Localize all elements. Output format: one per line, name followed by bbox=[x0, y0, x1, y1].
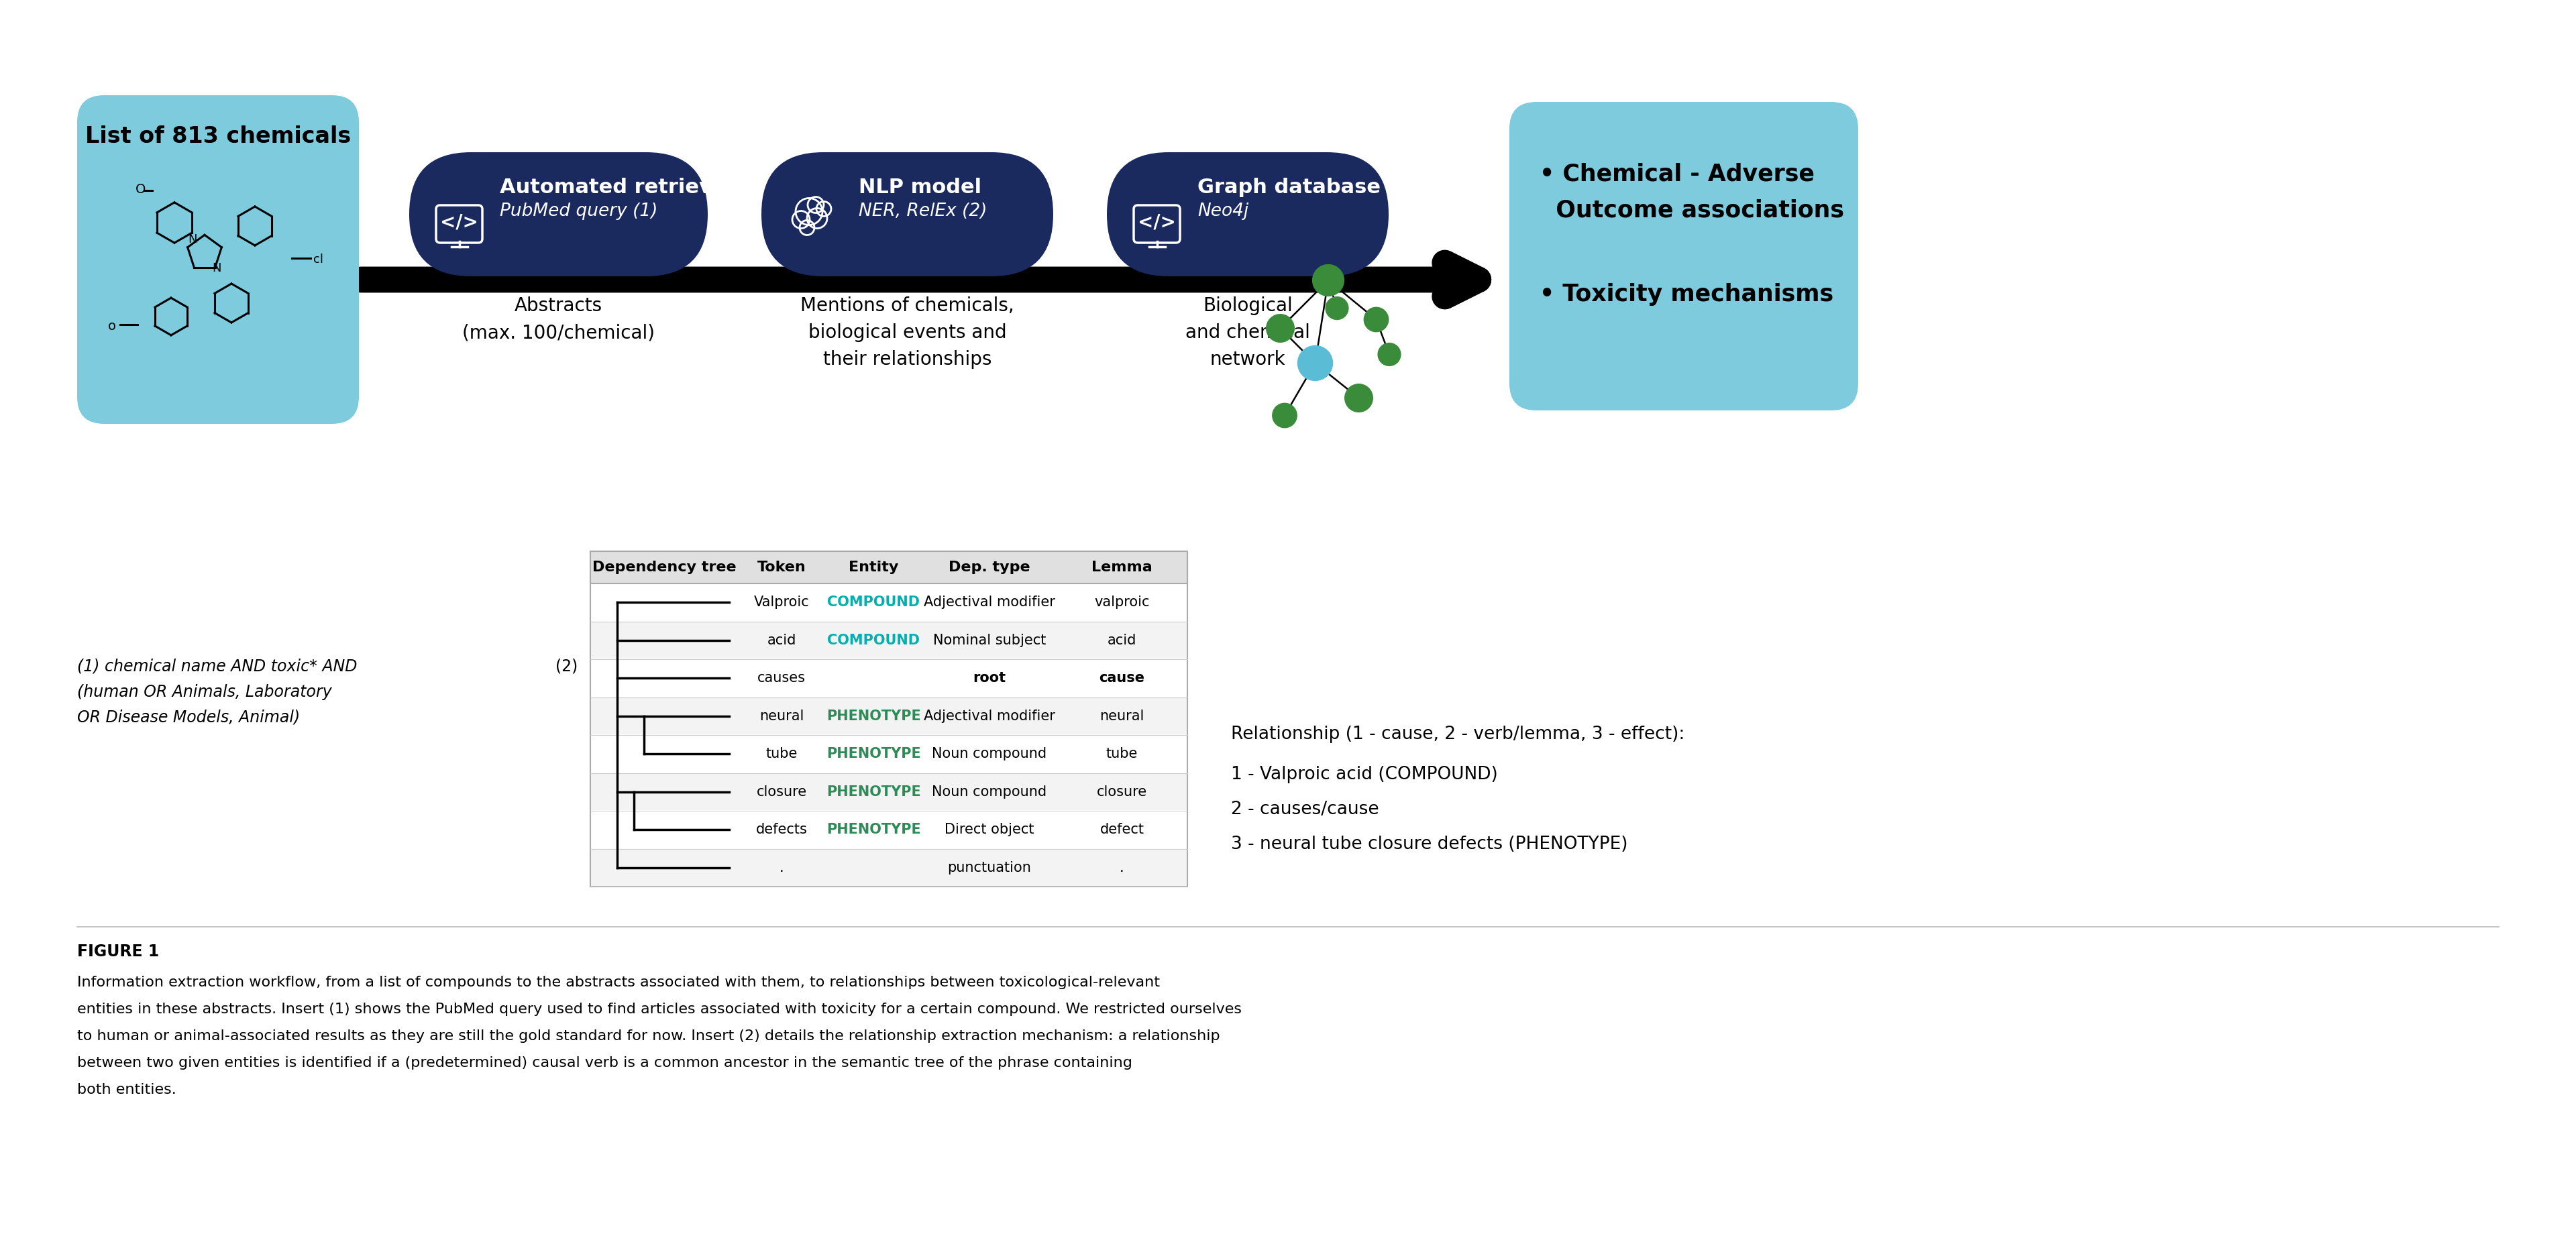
Text: biological events and: biological events and bbox=[809, 323, 1007, 342]
Circle shape bbox=[1267, 314, 1293, 343]
Text: defects: defects bbox=[755, 823, 806, 836]
Text: punctuation: punctuation bbox=[948, 861, 1030, 874]
Text: entities in these abstracts. Insert (1) shows the PubMed query used to find arti: entities in these abstracts. Insert (1) … bbox=[77, 1002, 1242, 1016]
Text: NLP model: NLP model bbox=[858, 178, 981, 196]
FancyBboxPatch shape bbox=[77, 96, 358, 424]
Text: NER, RelEx (2): NER, RelEx (2) bbox=[858, 202, 987, 220]
Text: defect: defect bbox=[1100, 823, 1144, 836]
Text: to human or animal-associated results as they are still the gold standard for no: to human or animal-associated results as… bbox=[77, 1030, 1221, 1043]
Text: PHENOTYPE: PHENOTYPE bbox=[827, 785, 922, 799]
Text: PHENOTYPE: PHENOTYPE bbox=[827, 709, 922, 723]
Text: PubMed query (1): PubMed query (1) bbox=[500, 202, 657, 220]
Text: both entities.: both entities. bbox=[77, 1083, 175, 1097]
Text: 1 - Valproic acid (COMPOUND): 1 - Valproic acid (COMPOUND) bbox=[1231, 766, 1497, 784]
Text: tube: tube bbox=[765, 748, 799, 760]
Text: Adjectival modifier: Adjectival modifier bbox=[925, 709, 1056, 723]
Circle shape bbox=[1378, 343, 1401, 365]
FancyBboxPatch shape bbox=[590, 698, 1188, 734]
Text: COMPOUND: COMPOUND bbox=[827, 633, 920, 647]
Text: and chemical: and chemical bbox=[1185, 323, 1311, 342]
Text: N: N bbox=[211, 262, 222, 274]
Text: their relationships: their relationships bbox=[822, 350, 992, 369]
Text: Mentions of chemicals,: Mentions of chemicals, bbox=[801, 297, 1015, 315]
Text: cl: cl bbox=[314, 253, 325, 266]
Text: valproic: valproic bbox=[1095, 596, 1149, 609]
Text: .: . bbox=[781, 861, 783, 874]
Circle shape bbox=[1314, 265, 1345, 296]
Text: Biological: Biological bbox=[1203, 297, 1293, 315]
Text: Adjectival modifier: Adjectival modifier bbox=[925, 596, 1056, 609]
Text: Dep. type: Dep. type bbox=[948, 560, 1030, 574]
Circle shape bbox=[1298, 345, 1332, 380]
Text: List of 813 chemicals: List of 813 chemicals bbox=[85, 125, 350, 148]
Text: acid: acid bbox=[1108, 633, 1136, 647]
Text: (2): (2) bbox=[556, 658, 577, 674]
Text: Information extraction workflow, from a list of compounds to the abstracts assoc: Information extraction workflow, from a … bbox=[77, 976, 1159, 989]
Text: neural: neural bbox=[760, 709, 804, 723]
Circle shape bbox=[1273, 404, 1296, 427]
Text: Entity: Entity bbox=[850, 560, 899, 574]
FancyBboxPatch shape bbox=[1510, 102, 1857, 410]
FancyBboxPatch shape bbox=[590, 551, 1188, 887]
Text: closure: closure bbox=[757, 785, 806, 799]
Text: .: . bbox=[1121, 861, 1123, 874]
Circle shape bbox=[1365, 307, 1388, 332]
FancyBboxPatch shape bbox=[410, 153, 708, 276]
FancyBboxPatch shape bbox=[590, 850, 1188, 886]
FancyBboxPatch shape bbox=[1108, 153, 1388, 276]
FancyBboxPatch shape bbox=[590, 774, 1188, 810]
Text: FIGURE 1: FIGURE 1 bbox=[77, 944, 160, 960]
Text: root: root bbox=[974, 672, 1007, 684]
Text: Valproic: Valproic bbox=[755, 596, 809, 609]
Text: PHENOTYPE: PHENOTYPE bbox=[827, 748, 922, 760]
Text: O: O bbox=[137, 183, 147, 195]
Text: Direct object: Direct object bbox=[945, 823, 1033, 836]
Text: network: network bbox=[1211, 350, 1285, 369]
Text: o: o bbox=[108, 320, 116, 333]
Text: PHENOTYPE: PHENOTYPE bbox=[827, 823, 922, 836]
Text: 2 - causes/cause: 2 - causes/cause bbox=[1231, 801, 1378, 818]
FancyBboxPatch shape bbox=[762, 153, 1054, 276]
Text: Neo4j: Neo4j bbox=[1198, 202, 1249, 220]
Text: • Chemical - Adverse: • Chemical - Adverse bbox=[1540, 163, 1814, 185]
Text: 3 - neural tube closure defects (PHENOTYPE): 3 - neural tube closure defects (PHENOTY… bbox=[1231, 836, 1628, 853]
Text: OR Disease Models, Animal): OR Disease Models, Animal) bbox=[77, 709, 299, 725]
Text: Noun compound: Noun compound bbox=[933, 748, 1046, 760]
Text: (max. 100/chemical): (max. 100/chemical) bbox=[461, 323, 654, 342]
Text: neural: neural bbox=[1100, 709, 1144, 723]
Text: Automated retrieval: Automated retrieval bbox=[500, 178, 734, 196]
Text: Lemma: Lemma bbox=[1092, 560, 1151, 574]
Text: • Toxicity mechanisms: • Toxicity mechanisms bbox=[1540, 283, 1834, 306]
Text: between two given entities is identified if a (predetermined) causal verb is a c: between two given entities is identified… bbox=[77, 1056, 1133, 1069]
FancyArrowPatch shape bbox=[361, 263, 1479, 297]
Text: Nominal subject: Nominal subject bbox=[933, 633, 1046, 647]
Text: Outcome associations: Outcome associations bbox=[1540, 199, 1844, 222]
Circle shape bbox=[1327, 297, 1347, 319]
Text: closure: closure bbox=[1097, 785, 1146, 799]
FancyBboxPatch shape bbox=[590, 622, 1188, 658]
Text: tube: tube bbox=[1105, 748, 1139, 760]
FancyBboxPatch shape bbox=[590, 551, 1188, 584]
Text: cause: cause bbox=[1100, 672, 1144, 684]
Text: acid: acid bbox=[768, 633, 796, 647]
Text: causes: causes bbox=[757, 672, 806, 684]
Circle shape bbox=[1345, 384, 1373, 412]
Text: N: N bbox=[188, 233, 196, 246]
Text: Graph database: Graph database bbox=[1198, 178, 1381, 196]
Text: Token: Token bbox=[757, 560, 806, 574]
Text: Noun compound: Noun compound bbox=[933, 785, 1046, 799]
Text: Abstracts: Abstracts bbox=[515, 297, 603, 315]
Text: Relationship (1 - cause, 2 - verb/lemma, 3 - effect):: Relationship (1 - cause, 2 - verb/lemma,… bbox=[1231, 725, 1685, 743]
Text: COMPOUND: COMPOUND bbox=[827, 596, 920, 609]
Text: (1) chemical name AND toxic* AND: (1) chemical name AND toxic* AND bbox=[77, 658, 358, 674]
Text: Dependency tree: Dependency tree bbox=[592, 560, 737, 574]
Text: (human OR Animals, Laboratory: (human OR Animals, Laboratory bbox=[77, 684, 332, 700]
Text: </>: </> bbox=[440, 214, 479, 232]
Text: </>: </> bbox=[1139, 214, 1175, 232]
